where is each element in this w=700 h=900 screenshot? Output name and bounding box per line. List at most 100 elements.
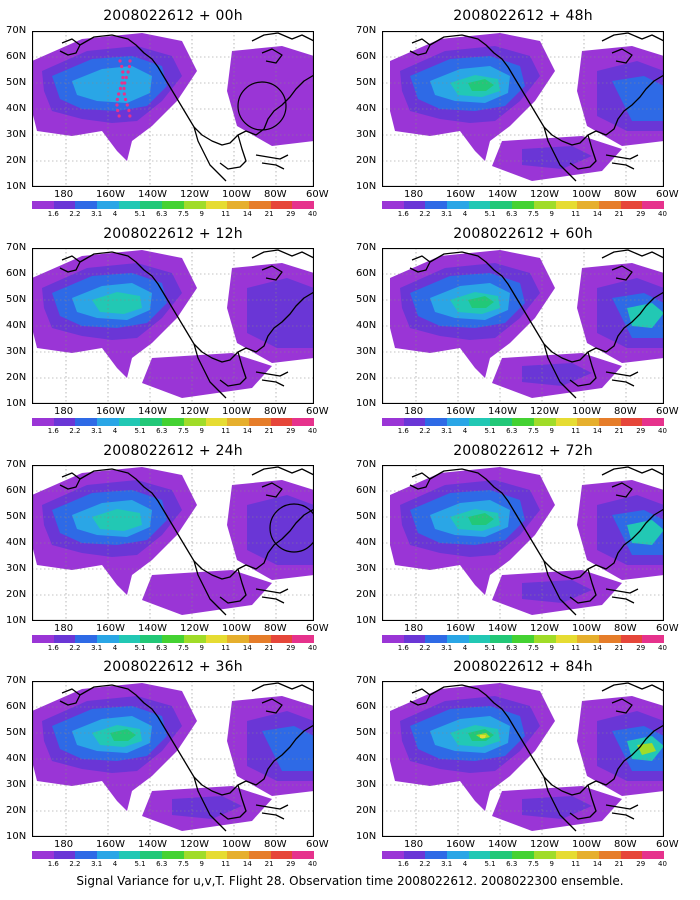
latitude-tick-label: 10N [356, 398, 377, 409]
latitude-tick-label: 60N [6, 485, 27, 496]
colorbar-label: 29 [286, 427, 296, 435]
longitude-tick-label: 100W [222, 623, 251, 634]
colorbar-swatch [97, 635, 119, 643]
contour-fill [227, 46, 314, 146]
colorbar-swatch [205, 635, 228, 643]
latitude-tick-label: 30N [356, 129, 377, 140]
colorbar-label: 3.1 [441, 860, 453, 868]
colorbar-swatch [292, 418, 314, 426]
map-panel-24h [32, 465, 314, 621]
colorbar-swatch [403, 418, 426, 426]
contour-fill [72, 66, 152, 103]
colorbar-swatch [53, 635, 76, 643]
colorbar-swatch [403, 201, 426, 209]
colorbar-label: 11 [221, 644, 231, 652]
latitude-tick-label: 70N [356, 242, 377, 253]
colorbar-label: 7.5 [177, 210, 189, 218]
lat-lon-grid [32, 31, 314, 187]
coastline [59, 249, 314, 399]
latitude-tick-label: 10N [6, 831, 27, 842]
colorbar-label: 7.5 [527, 210, 539, 218]
longitude-tick-label: 80W [614, 189, 637, 200]
colorbar-swatch [53, 851, 76, 859]
colorbar-label: 9 [199, 644, 204, 652]
colorbar-label: 14 [592, 210, 602, 218]
colorbar-swatch [555, 201, 578, 209]
longitude-tick-label: 160W [446, 623, 475, 634]
longitude-tick-label: 60W [306, 839, 329, 850]
colorbar-label: 9 [199, 210, 204, 218]
colorbar-label: 11 [571, 860, 581, 868]
map-frame [32, 681, 314, 837]
colorbar-swatch [118, 201, 141, 209]
colorbar-label: 1.6 [47, 427, 59, 435]
colorbar-label: 40 [308, 644, 317, 652]
panel-title-72h: 2008022612 + 72h [453, 443, 593, 459]
colorbar-swatch [183, 851, 206, 859]
colorbar-swatch [533, 851, 556, 859]
longitude-tick-label: 180 [404, 189, 424, 200]
panel-title-00h: 2008022612 + 00h [103, 8, 243, 24]
colorbar-label: 6.3 [156, 860, 168, 868]
colorbar-label: 7.5 [527, 427, 539, 435]
colorbar-label: 14 [592, 860, 602, 868]
colorbar-label: 21 [264, 427, 274, 435]
latitude-tick-label: 30N [6, 346, 27, 357]
colorbar-label: 5.1 [134, 210, 146, 218]
colorbar-label: 21 [264, 860, 274, 868]
colorbar-label: 14 [592, 644, 602, 652]
colorbar-label: 3.1 [91, 644, 103, 652]
longitude-tick-label: 180 [404, 406, 424, 417]
colorbar-swatch [97, 851, 119, 859]
colorbar-swatch [248, 418, 271, 426]
coastline [59, 466, 314, 616]
colorbar-label: 7.5 [177, 644, 189, 652]
colorbar-swatch [577, 201, 599, 209]
colorbar-label: 21 [264, 644, 274, 652]
colorbar-swatch [75, 418, 98, 426]
latitude-tick-label: 70N [356, 675, 377, 686]
colorbar-swatch [577, 418, 599, 426]
colorbar [32, 851, 314, 859]
map-frame [32, 465, 314, 621]
longitude-tick-label: 140W [138, 189, 167, 200]
colorbar-swatch [162, 851, 184, 859]
colorbar-label: 14 [592, 427, 602, 435]
latitude-tick-label: 70N [356, 25, 377, 36]
colorbar [32, 635, 314, 643]
longitude-tick-label: 100W [222, 189, 251, 200]
colorbar-label: 5.1 [484, 644, 496, 652]
latitude-tick-label: 30N [6, 779, 27, 790]
colorbar-label: 4 [462, 210, 468, 218]
colorbar-swatch [425, 851, 448, 859]
latitude-tick-label: 20N [6, 589, 27, 600]
colorbar-swatch [642, 201, 664, 209]
latitude-tick-label: 60N [6, 701, 27, 712]
colorbar-label: 3.1 [91, 210, 103, 218]
longitude-tick-label: 120W [530, 406, 559, 417]
latitude-tick-label: 10N [356, 615, 377, 626]
colorbar-swatch [512, 201, 534, 209]
colorbar-label: 9 [549, 644, 554, 652]
colorbar-label: 4 [112, 427, 118, 435]
longitude-tick-label: 160W [446, 839, 475, 850]
colorbar-label: 11 [571, 644, 581, 652]
colorbar-label: 5.1 [484, 860, 496, 868]
map-panel-00h [32, 31, 314, 187]
latitude-tick-label: 70N [6, 242, 27, 253]
colorbar-swatch [447, 851, 469, 859]
colorbar-label: 40 [658, 427, 667, 435]
colorbar-swatch [227, 851, 249, 859]
colorbar-label: 3.1 [441, 427, 453, 435]
longitude-tick-label: 80W [264, 623, 287, 634]
panel-title-48h: 2008022612 + 48h [453, 8, 593, 24]
colorbar-label: 21 [614, 860, 624, 868]
colorbar-swatch [577, 635, 599, 643]
colorbar-swatch [490, 201, 513, 209]
colorbar-label: 7.5 [177, 860, 189, 868]
longitude-tick-label: 60W [656, 189, 679, 200]
longitude-tick-label: 160W [96, 623, 125, 634]
colorbar-swatch [512, 635, 534, 643]
longitude-tick-label: 100W [572, 623, 601, 634]
latitude-tick-label: 20N [356, 805, 377, 816]
